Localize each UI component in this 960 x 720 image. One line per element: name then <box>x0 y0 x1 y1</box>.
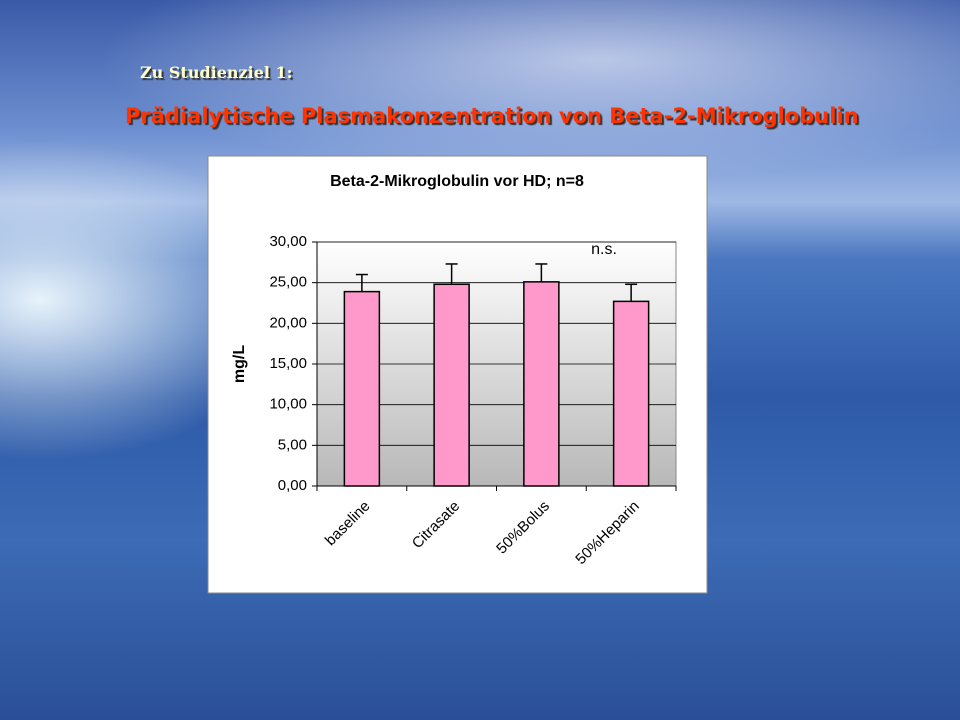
y-tick-label: 15,00 <box>269 355 307 372</box>
y-tick-label: 10,00 <box>269 396 307 413</box>
slide-title: Prädialytische Plasmakonzentration von B… <box>125 104 859 128</box>
bar <box>343 290 381 487</box>
annotation: n.s. <box>591 241 617 258</box>
slide-heading: Zu Studienziel 1: <box>140 63 293 82</box>
bar <box>612 300 650 487</box>
y-tick-label: 20,00 <box>269 314 307 331</box>
y-tick-label: 5,00 <box>278 436 307 453</box>
chart-title: Beta-2-Mikroglobulin vor HD; n=8 <box>330 173 584 190</box>
bar <box>433 283 470 487</box>
y-tick-label: 25,00 <box>269 274 307 291</box>
bar <box>523 281 560 487</box>
y-axis-label: mg/L <box>231 345 248 383</box>
y-tick-label: 30,00 <box>269 233 307 250</box>
y-tick-label: 0,00 <box>278 477 307 494</box>
